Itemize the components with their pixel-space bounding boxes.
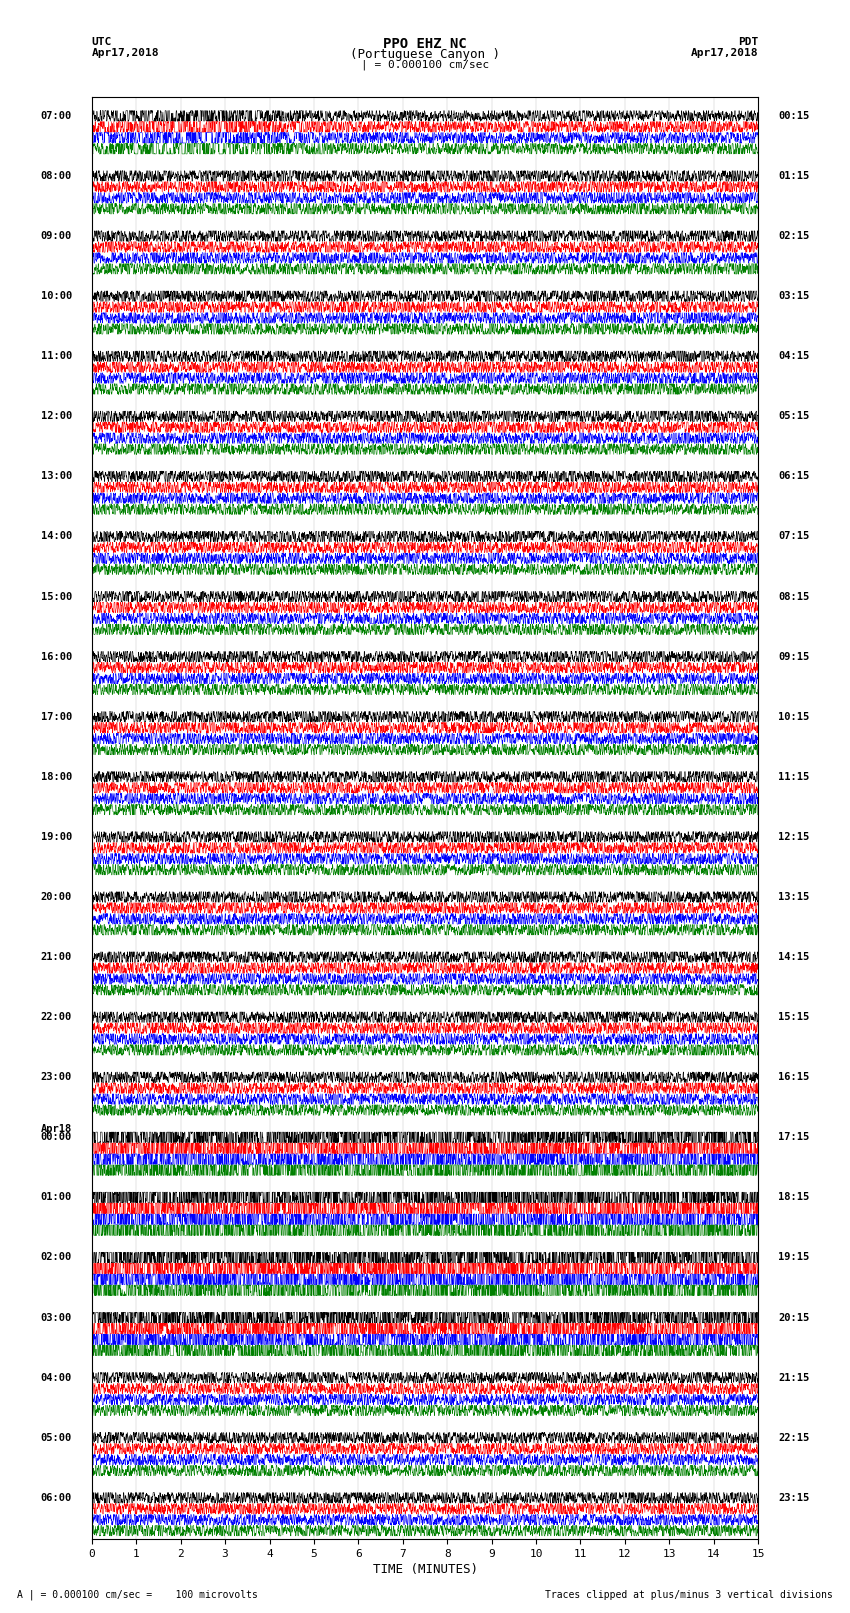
Text: 07:15: 07:15: [779, 532, 809, 542]
Text: 09:15: 09:15: [779, 652, 809, 661]
Text: 05:00: 05:00: [41, 1432, 71, 1442]
Text: 23:00: 23:00: [41, 1073, 71, 1082]
Text: Apr18: Apr18: [41, 1124, 71, 1134]
Text: 03:15: 03:15: [779, 292, 809, 302]
Text: 13:00: 13:00: [41, 471, 71, 481]
Text: 08:15: 08:15: [779, 592, 809, 602]
Text: 04:15: 04:15: [779, 352, 809, 361]
Text: 21:15: 21:15: [779, 1373, 809, 1382]
Text: 14:15: 14:15: [779, 952, 809, 961]
Text: 17:15: 17:15: [779, 1132, 809, 1142]
Text: 02:15: 02:15: [779, 231, 809, 240]
Text: 09:00: 09:00: [41, 231, 71, 240]
Text: 19:15: 19:15: [779, 1253, 809, 1263]
Text: 01:15: 01:15: [779, 171, 809, 181]
Text: 22:15: 22:15: [779, 1432, 809, 1442]
Text: 12:15: 12:15: [779, 832, 809, 842]
Text: 04:00: 04:00: [41, 1373, 71, 1382]
Text: UTC: UTC: [92, 37, 112, 47]
X-axis label: TIME (MINUTES): TIME (MINUTES): [372, 1563, 478, 1576]
Text: 21:00: 21:00: [41, 952, 71, 961]
Text: 13:15: 13:15: [779, 892, 809, 902]
Text: 06:00: 06:00: [41, 1494, 71, 1503]
Text: 08:00: 08:00: [41, 171, 71, 181]
Text: 19:00: 19:00: [41, 832, 71, 842]
Text: | = 0.000100 cm/sec: | = 0.000100 cm/sec: [361, 60, 489, 71]
Text: 14:00: 14:00: [41, 532, 71, 542]
Text: 18:15: 18:15: [779, 1192, 809, 1202]
Text: PPO EHZ NC: PPO EHZ NC: [383, 37, 467, 52]
Text: PDT: PDT: [738, 37, 758, 47]
Text: 10:00: 10:00: [41, 292, 71, 302]
Text: 17:00: 17:00: [41, 711, 71, 721]
Text: 12:00: 12:00: [41, 411, 71, 421]
Text: 11:00: 11:00: [41, 352, 71, 361]
Text: 02:00: 02:00: [41, 1253, 71, 1263]
Text: 16:00: 16:00: [41, 652, 71, 661]
Text: 20:00: 20:00: [41, 892, 71, 902]
Text: 05:15: 05:15: [779, 411, 809, 421]
Text: Traces clipped at plus/minus 3 vertical divisions: Traces clipped at plus/minus 3 vertical …: [545, 1590, 833, 1600]
Text: 23:15: 23:15: [779, 1494, 809, 1503]
Text: 22:00: 22:00: [41, 1013, 71, 1023]
Text: 11:15: 11:15: [779, 773, 809, 782]
Text: 15:15: 15:15: [779, 1013, 809, 1023]
Text: 20:15: 20:15: [779, 1313, 809, 1323]
Text: 00:00: 00:00: [41, 1132, 71, 1142]
Text: Apr17,2018: Apr17,2018: [92, 48, 159, 58]
Text: 07:00: 07:00: [41, 111, 71, 121]
Text: 01:00: 01:00: [41, 1192, 71, 1202]
Text: 15:00: 15:00: [41, 592, 71, 602]
Text: 10:15: 10:15: [779, 711, 809, 721]
Text: 00:15: 00:15: [779, 111, 809, 121]
Text: 18:00: 18:00: [41, 773, 71, 782]
Text: (Portuguese Canyon ): (Portuguese Canyon ): [350, 48, 500, 61]
Text: Apr17,2018: Apr17,2018: [691, 48, 758, 58]
Text: 16:15: 16:15: [779, 1073, 809, 1082]
Text: A | = 0.000100 cm/sec =    100 microvolts: A | = 0.000100 cm/sec = 100 microvolts: [17, 1589, 258, 1600]
Text: 03:00: 03:00: [41, 1313, 71, 1323]
Text: 06:15: 06:15: [779, 471, 809, 481]
